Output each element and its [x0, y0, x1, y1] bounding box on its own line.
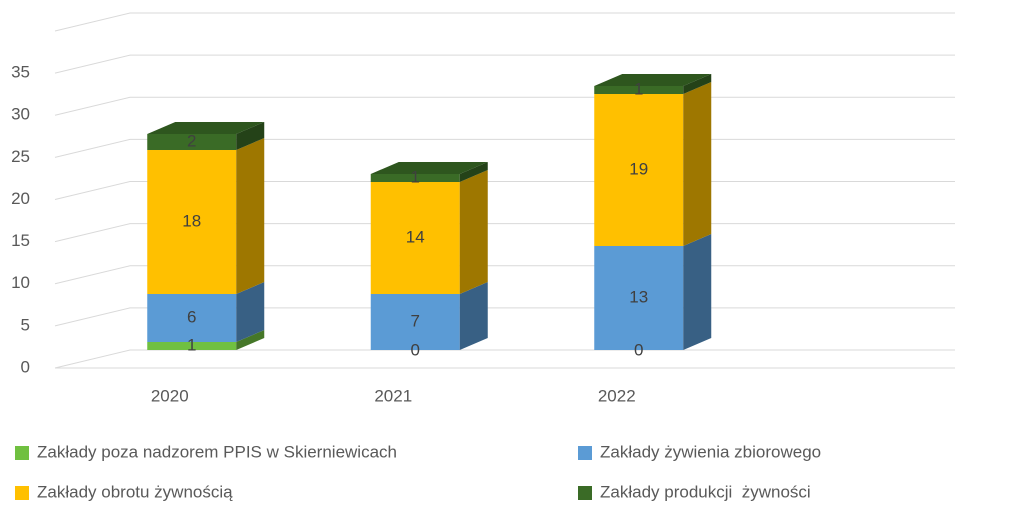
bar-segment — [147, 138, 265, 294]
bar-side — [459, 170, 488, 294]
bar-top — [370, 162, 488, 174]
bar-front — [147, 294, 237, 342]
grid-line — [54, 96, 955, 116]
bar-side — [236, 330, 265, 350]
data-label: 1 — [411, 167, 420, 186]
bar-side — [683, 234, 712, 350]
bar-segment — [594, 234, 712, 350]
legend-label: Zakłady poza nadzorem PPIS w Skierniewic… — [37, 442, 397, 461]
x-tick-label: 2022 — [598, 386, 636, 405]
bar-front — [370, 174, 460, 182]
data-label: 19 — [629, 159, 648, 178]
bar-front — [147, 342, 237, 350]
bar-side — [236, 122, 265, 150]
bar-segment — [370, 170, 488, 294]
data-label: 2 — [187, 131, 196, 150]
data-label: 14 — [406, 227, 425, 246]
bar-side — [459, 162, 488, 182]
bar-side — [236, 138, 265, 294]
data-label: 1 — [187, 335, 196, 354]
bar-front — [370, 294, 460, 350]
bar-segment — [147, 122, 265, 150]
data-label: 18 — [182, 211, 201, 230]
bar-front — [147, 150, 237, 294]
bar-segment — [370, 162, 488, 182]
bar-segment — [370, 282, 488, 350]
y-tick-label: 15 — [11, 231, 30, 250]
legend-swatch — [15, 486, 29, 500]
y-tick-label: 35 — [11, 63, 30, 82]
bar-side — [683, 82, 712, 246]
data-label: 13 — [629, 287, 648, 306]
grid-line-top — [54, 12, 955, 32]
data-label: 7 — [411, 311, 420, 330]
y-tick-label: 5 — [21, 315, 30, 334]
y-tick-label: 20 — [11, 189, 30, 208]
bar-front — [594, 246, 684, 350]
bar-top — [147, 122, 265, 134]
bar-segment — [594, 82, 712, 246]
bar-front — [370, 182, 460, 294]
legend-label: Zakłady produkcji żywności — [600, 482, 811, 501]
data-label: 0 — [634, 340, 643, 359]
grid-line — [54, 54, 955, 74]
x-tick-label: 2020 — [151, 386, 189, 405]
y-tick-label: 30 — [11, 105, 30, 124]
bar-side — [459, 282, 488, 350]
legend-swatch — [15, 446, 29, 460]
legend-swatch — [578, 446, 592, 460]
bar-side — [236, 282, 265, 342]
y-tick-label: 0 — [21, 357, 30, 376]
legend-swatch — [578, 486, 592, 500]
bar-segment — [147, 330, 265, 350]
bar-front — [594, 94, 684, 246]
bar-front — [147, 134, 237, 150]
data-label: 1 — [634, 79, 643, 98]
data-label: 6 — [187, 307, 196, 326]
bar-front — [594, 86, 684, 94]
y-tick-label: 10 — [11, 273, 30, 292]
x-tick-label: 2021 — [374, 386, 412, 405]
legend-label: Zakłady żywienia zbiorowego — [600, 442, 821, 461]
data-label: 0 — [411, 340, 420, 359]
bar-top — [594, 74, 712, 86]
y-tick-label: 25 — [11, 147, 30, 166]
bar-segment — [147, 282, 265, 342]
bar-segment — [594, 74, 712, 94]
bar-side — [683, 74, 712, 94]
legend-label: Zakłady obrotu żywnością — [37, 482, 233, 501]
